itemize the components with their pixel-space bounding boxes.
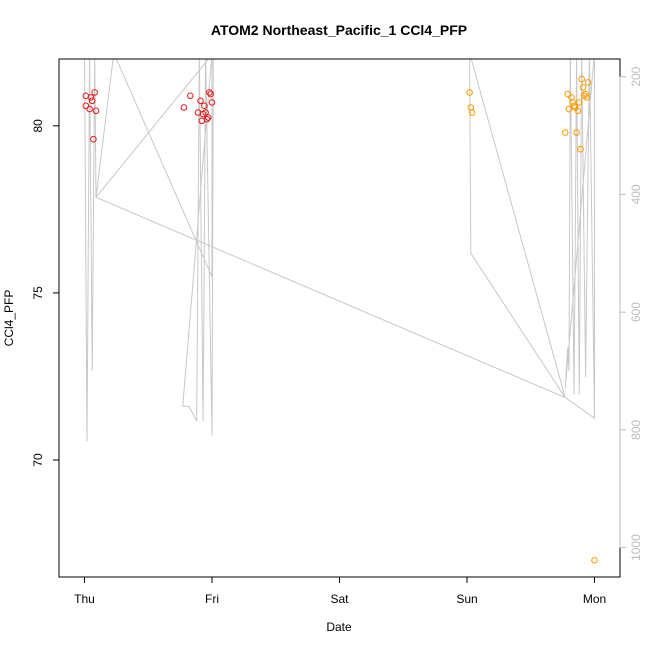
x-tick-label: Mon [583,592,606,606]
data-point [583,94,591,101]
data-point [468,109,476,116]
data-point [584,79,592,86]
data-point [82,102,90,110]
data-point [86,105,93,113]
y2-tick-label: 800 [629,420,643,440]
altitude-trace [84,59,595,442]
points-layer [82,75,598,564]
data-point [206,89,213,96]
y-axis: 70 75 80 [31,119,60,467]
data-point [565,105,573,113]
y-tick-label: 80 [31,119,45,133]
data-point [573,129,580,136]
data-point [91,89,98,96]
data-point [574,107,582,115]
data-point [578,75,586,83]
data-point [88,97,96,105]
data-point [203,115,211,123]
altitude-trace-layer [84,59,595,442]
y2-axis: 200 400 600 800 1000 [619,66,643,561]
data-point [208,99,216,106]
data-point [570,102,578,110]
data-point [87,94,95,101]
data-point [564,90,572,98]
data-point [577,145,584,153]
x-axis: Thu Fri Sat Sun Mon [74,576,606,606]
y2-tick-label: 400 [629,184,643,204]
y2-tick-label: 1000 [629,534,643,561]
y-tick-label: 75 [31,286,45,300]
data-point [204,114,212,121]
data-point [579,84,587,91]
data-point [569,99,577,106]
x-tick-label: Fri [205,592,219,606]
y-axis-label: CCl4_PFP [2,290,16,347]
data-point [575,99,583,106]
x-axis-label: Date [326,620,352,634]
data-point [197,97,204,105]
chart-title: ATOM2 Northeast_Pacific_1 CCl4_PFP [211,22,467,38]
data-point [201,102,208,110]
data-point [92,107,100,115]
data-point [90,135,97,143]
data-point [591,557,598,564]
data-point [561,129,569,136]
y2-tick-label: 600 [629,302,643,322]
x-tick-label: Sun [456,592,477,606]
y2-tick-label: 200 [629,66,643,86]
plot-frame [58,58,621,578]
data-point [582,90,589,98]
data-point [207,90,214,98]
data-point [202,109,209,116]
x-tick-label: Thu [74,592,95,606]
data-point [466,89,473,96]
x-tick-label: Sat [330,592,349,606]
data-point [187,92,194,100]
data-point [180,104,188,111]
y-tick-label: 70 [31,453,45,467]
